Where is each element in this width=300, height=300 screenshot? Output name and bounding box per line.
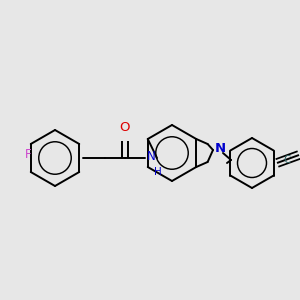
Text: C: C — [283, 155, 290, 165]
Text: F: F — [24, 148, 31, 161]
Text: O: O — [120, 121, 130, 134]
Text: N: N — [215, 142, 226, 155]
Text: H: H — [154, 167, 162, 177]
Text: N: N — [147, 151, 156, 164]
